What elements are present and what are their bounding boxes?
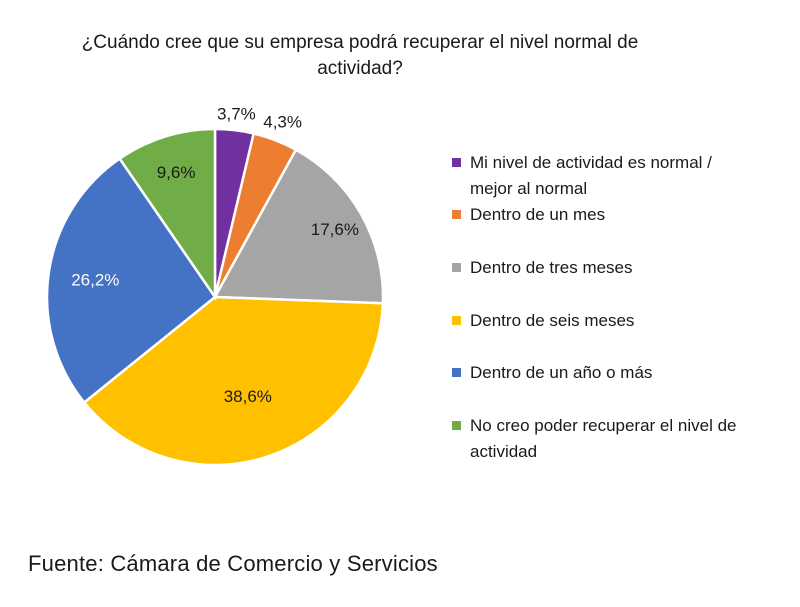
legend-label: Dentro de un año o más: [470, 363, 653, 382]
legend-item: Dentro de un mes: [452, 202, 755, 228]
data-label: 9,6%: [157, 163, 196, 182]
legend-label: Dentro de un mes: [470, 205, 606, 224]
legend-item: Dentro de un año o más: [452, 360, 755, 386]
data-label: 38,6%: [224, 387, 272, 406]
legend-swatch: [452, 368, 461, 377]
legend-item: Mi nivel de actividad es normal / mejor …: [452, 150, 755, 202]
chart-title: ¿Cuándo cree que su empresa podrá recupe…: [81, 32, 639, 79]
pie-slice: [212, 148, 385, 305]
pie-slice: [45, 156, 217, 405]
pie-slice: [117, 127, 217, 302]
source-note: Fuente: Cámara de Comercio y Servicios: [28, 551, 438, 576]
legend-swatch: [452, 158, 461, 167]
legend-label: No creo poder recuperar el nivel de acti…: [470, 416, 737, 461]
data-label: 4,3%: [263, 112, 302, 131]
legend-label: Dentro de tres meses: [470, 258, 633, 277]
data-label: 26,2%: [71, 271, 119, 290]
data-label: 3,7%: [217, 104, 256, 123]
data-label: 17,6%: [311, 220, 359, 239]
legend-swatch: [452, 263, 461, 272]
legend-swatch: [452, 316, 461, 325]
legend-label: Dentro de seis meses: [470, 311, 635, 330]
legend-label: Mi nivel de actividad es normal / mejor …: [470, 153, 712, 198]
legend-item: Dentro de tres meses: [452, 255, 755, 281]
legend-item: No creo poder recuperar el nivel de acti…: [452, 413, 755, 465]
pie-slice: [82, 295, 385, 467]
legend-swatch: [452, 210, 461, 219]
legend-item: Dentro de seis meses: [452, 308, 755, 334]
legend-swatch: [452, 421, 461, 430]
